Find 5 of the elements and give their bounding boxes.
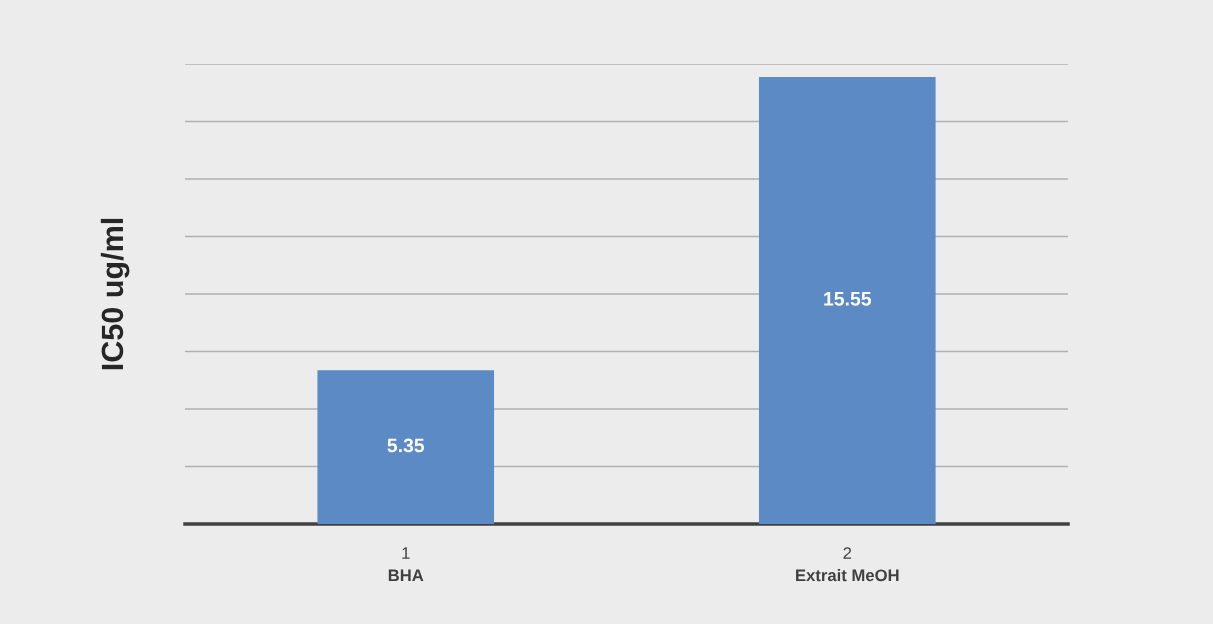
data-label: 5.35 bbox=[387, 438, 425, 453]
y-axis-title: IC50 ug/ml bbox=[100, 218, 130, 370]
x-tick-label: 2 Extrait MeOH bbox=[796, 547, 899, 582]
x-tick-label: 1 BHA bbox=[388, 547, 424, 582]
data-label: 15.55 bbox=[824, 292, 872, 306]
